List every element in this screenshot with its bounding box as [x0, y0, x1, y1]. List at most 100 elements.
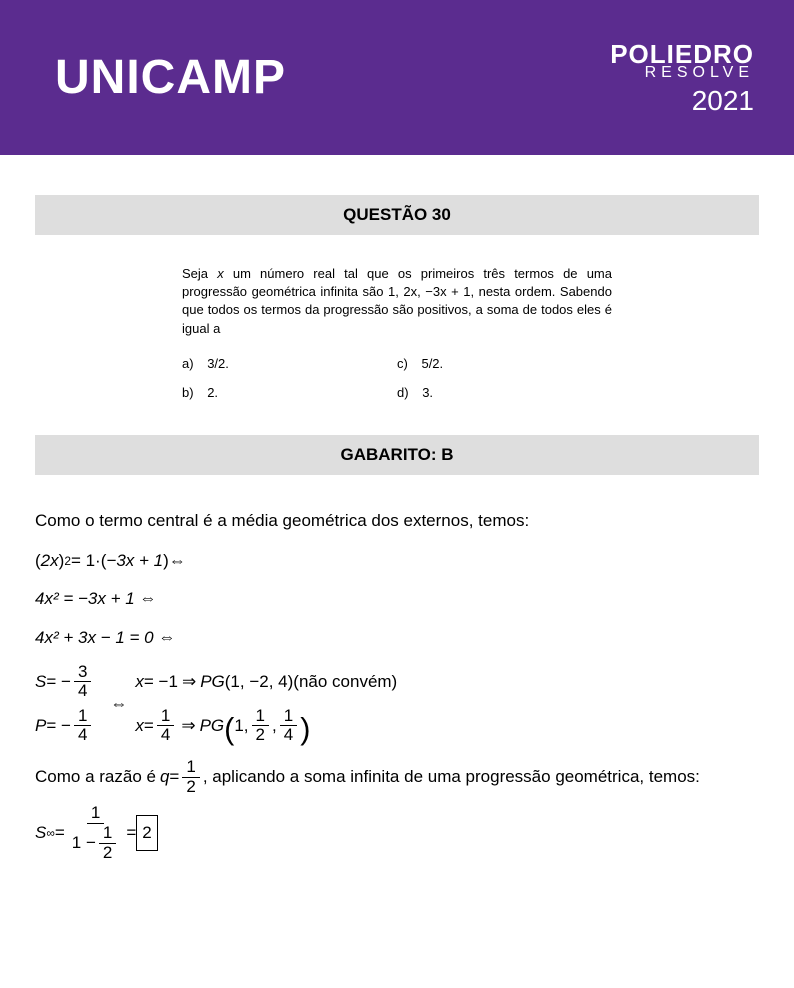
content-area: QUESTÃO 30 Seja x um número real tal que… [0, 155, 794, 898]
option-label: b) [182, 385, 194, 400]
option-value: 3/2. [207, 356, 229, 371]
final-result: 2 [136, 815, 157, 851]
big-paren-open: ( [224, 717, 234, 741]
final-frac: 1 1 − 1 2 [68, 804, 124, 862]
s-arrow: ⇒ [182, 666, 196, 698]
eq1-lhs: 2x [41, 545, 59, 577]
eq3: 4x² + 3x − 1 = 0 ⇔ [35, 622, 759, 654]
question-title-bar: QUESTÃO 30 [35, 195, 759, 235]
eq2: 4x² = −3x + 1 ⇔ [35, 583, 759, 615]
option-label: a) [182, 356, 194, 371]
inner-frac: 1 2 [99, 824, 116, 862]
pg2-frac: 1 2 [252, 707, 269, 745]
final-line: S ∞ = 1 1 − 1 2 = 2 [35, 804, 759, 862]
option-label: d) [397, 385, 409, 400]
option-value: 3. [422, 385, 433, 400]
option-value: 2. [207, 385, 218, 400]
frac-den: 4 [74, 726, 91, 745]
frac-den: 4 [157, 726, 174, 745]
px: x [135, 710, 144, 742]
eq1-exp: 2 [64, 550, 71, 573]
frac-num: 1 [182, 758, 199, 778]
sp-block: S = − 3 4 P = − 1 4 ⇔ [35, 660, 759, 748]
q-var: q [160, 761, 169, 793]
eq2-text: 4x² = −3x + 1 ⇔ [35, 583, 156, 615]
frac-num: 1 [252, 707, 269, 727]
option-row: a) 3/2. c) 5/2. [182, 356, 612, 371]
frac-den: 1 − 1 2 [68, 824, 124, 862]
answer-key-bar: GABARITO: B [35, 435, 759, 475]
frac-num: 1 [99, 824, 116, 844]
sxeq: = −1 [144, 666, 178, 698]
option-b: b) 2. [182, 385, 397, 400]
solution-intro: Como o termo central é a média geométric… [35, 505, 759, 537]
question-body: Seja x um número real tal que os primeir… [182, 265, 612, 338]
eq3-text: 4x² + 3x − 1 = 0 ⇔ [35, 622, 175, 654]
pxeq: = [144, 710, 154, 742]
q-prefix: Seja [182, 266, 217, 281]
p-line: P = − 1 4 [35, 704, 94, 748]
frac-den: 2 [182, 778, 199, 797]
options-block: a) 3/2. c) 5/2. b) 2. d) 3. [182, 356, 612, 400]
p-right: x = 1 4 ⇒ PG ( 1, 1 2 , [135, 704, 397, 748]
unicamp-logo: UNICAMP [55, 50, 286, 105]
sx: x [135, 666, 144, 698]
poliedro-brand: POLIEDRO [610, 41, 754, 67]
p-pg: PG [200, 710, 225, 742]
q-eq: = [169, 761, 179, 793]
frac-den: 4 [74, 682, 91, 701]
frac-num: 1 [280, 707, 297, 727]
option-row: b) 2. d) 3. [182, 385, 612, 400]
eq1: (2x)2 = 1·(−3x + 1) ⇔ [35, 545, 759, 577]
eq1-mid: = 1· [71, 545, 101, 577]
frac-num: 1 [87, 804, 104, 824]
final-S: S [35, 817, 46, 849]
p-eq: = − [46, 710, 71, 742]
bot-prefix: 1 − [72, 834, 96, 853]
poliedro-block: POLIEDRO RESOLVE 2021 [610, 41, 754, 115]
p-var: P [35, 710, 46, 742]
option-label: c) [397, 356, 408, 371]
pg1: 1, [234, 710, 248, 742]
q-term3: −3x + 1 [425, 284, 470, 299]
option-value: 5/2. [421, 356, 443, 371]
pg3-frac: 1 4 [280, 707, 297, 745]
option-c: c) 5/2. [397, 356, 612, 371]
sp-right-col: x = −1 ⇒ PG (1, −2, 4) (não convém) x = … [135, 660, 397, 748]
eq1-tail: ⇔ [169, 545, 186, 577]
final-eq2: = [126, 817, 136, 849]
s-eq: = − [46, 666, 71, 698]
biarrow: ⇔ [110, 688, 127, 720]
s-line: S = − 3 4 [35, 660, 94, 704]
s-pg-inner: (1, −2, 4) [225, 666, 294, 698]
frac-den: 2 [99, 844, 116, 863]
final-eq: = [55, 817, 65, 849]
q-suffix: , aplicando a soma infinita de uma progr… [203, 761, 700, 793]
q-term2: 2x [403, 284, 417, 299]
frac-num: 3 [74, 663, 91, 683]
frac-den: 2 [252, 726, 269, 745]
pgsep: , [272, 710, 277, 742]
frac-den: 4 [280, 726, 297, 745]
s-frac: 3 4 [74, 663, 91, 701]
s-note: (não convém) [293, 666, 397, 698]
option-a: a) 3/2. [182, 356, 397, 371]
big-paren-close: ) [300, 717, 310, 741]
px-frac: 1 4 [157, 707, 174, 745]
s-var: S [35, 666, 46, 698]
option-d: d) 3. [397, 385, 612, 400]
header-banner: UNICAMP POLIEDRO RESOLVE 2021 [0, 0, 794, 155]
p-frac: 1 4 [74, 707, 91, 745]
q-line: Como a razão é q = 1 2 , aplicando a som… [35, 758, 759, 796]
q-frac: 1 2 [182, 758, 199, 796]
final-inf: ∞ [46, 822, 54, 845]
s-right: x = −1 ⇒ PG (1, −2, 4) (não convém) [135, 660, 397, 704]
eq1-rhs: −3x + 1 [106, 545, 163, 577]
year: 2021 [610, 87, 754, 115]
s-pg: PG [200, 666, 225, 698]
solution-block: Como o termo central é a média geométric… [35, 505, 759, 863]
frac-num: 1 [157, 707, 174, 727]
frac-num: 1 [74, 707, 91, 727]
p-arrow: ⇒ [181, 710, 195, 742]
q-prefix: Como a razão é [35, 761, 156, 793]
